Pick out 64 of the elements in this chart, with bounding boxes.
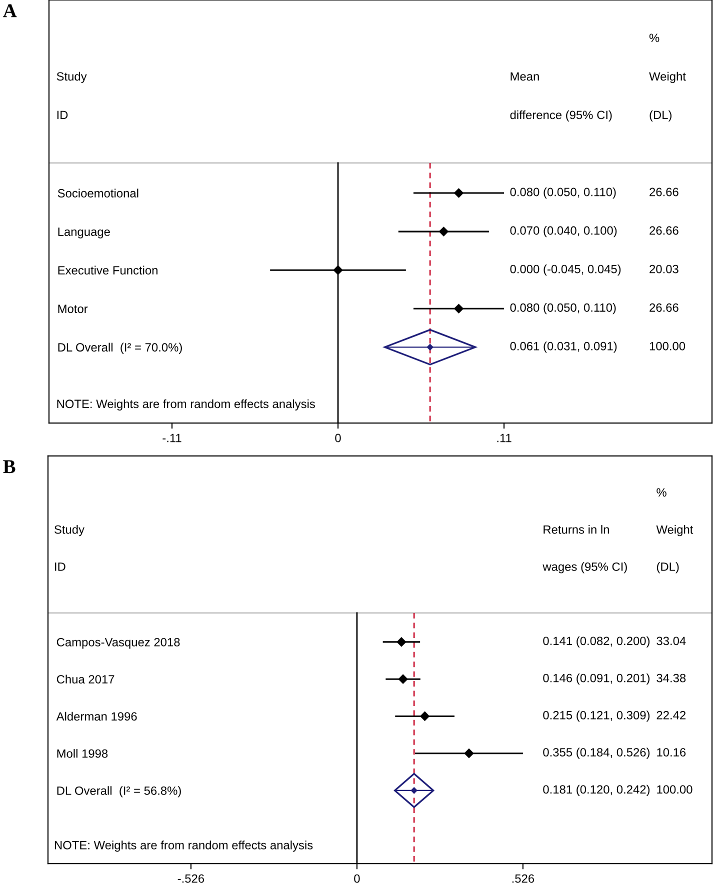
y-tick-label: Motor bbox=[58, 304, 88, 314]
y-tick-label: Campos-Vasquez 2018 bbox=[56, 638, 180, 649]
annotation: 0.080 (0.050, 0.110) bbox=[510, 303, 616, 314]
chart-title: A bbox=[3, 4, 17, 18]
annotation: 0.061 (0.031, 0.091) bbox=[510, 342, 617, 353]
point bbox=[464, 748, 474, 758]
text: (DL) bbox=[650, 110, 672, 122]
text: Study bbox=[54, 525, 84, 536]
point bbox=[454, 304, 464, 314]
point bbox=[420, 712, 430, 721]
text: Weight bbox=[656, 525, 694, 536]
text: Mean bbox=[510, 72, 539, 81]
y-tick-label: Executive Function bbox=[58, 266, 158, 275]
chart-title: B bbox=[3, 460, 16, 474]
annotation: 33.04 bbox=[656, 636, 686, 646]
point bbox=[454, 188, 464, 198]
point bbox=[426, 344, 434, 350]
y-tick-label: Language bbox=[58, 228, 110, 238]
text: Returns in ln bbox=[544, 525, 609, 534]
text: ID bbox=[57, 110, 68, 120]
y-tick-label: Moll 1998 bbox=[57, 749, 108, 758]
text: difference (95% CI) bbox=[510, 110, 612, 122]
annotation: 20.03 bbox=[650, 264, 678, 274]
annotation: 26.66 bbox=[650, 188, 678, 196]
x-tick-label: -.526 bbox=[178, 874, 204, 883]
text: NOTE: Weights are from random effects analysis bbox=[57, 399, 315, 410]
annotation: 22.42 bbox=[656, 710, 686, 720]
point bbox=[333, 265, 343, 275]
x-tick-label: .11 bbox=[497, 434, 512, 442]
y-tick-label: Chua 2017 bbox=[56, 674, 114, 684]
annotation: 34.38 bbox=[656, 674, 686, 682]
annotation: 0.080 (0.050, 0.110) bbox=[510, 187, 616, 199]
annotation: 0.181 (0.120, 0.242) bbox=[543, 784, 650, 796]
text: NOTE: Weights are from random effects analysis bbox=[54, 840, 313, 852]
annotation: 100.00 bbox=[657, 785, 692, 794]
point bbox=[394, 772, 434, 808]
point bbox=[439, 226, 448, 236]
annotation: 26.66 bbox=[650, 303, 678, 312]
text: % bbox=[649, 34, 660, 42]
annotation: 0.146 (0.091, 0.201) bbox=[543, 674, 650, 685]
x-tick-label: 0 bbox=[354, 874, 360, 883]
text: % bbox=[656, 488, 666, 497]
text: ID bbox=[55, 562, 66, 571]
y-tick-label: Alderman 1996 bbox=[56, 712, 137, 721]
text: wages (95% CI) bbox=[542, 562, 627, 574]
annotation: 0.215 (0.121, 0.309) bbox=[543, 710, 650, 722]
annotation: 100.00 bbox=[650, 342, 686, 350]
text: Study bbox=[56, 72, 87, 84]
text: (DL) bbox=[656, 562, 679, 574]
y-tick-label: Socioemotional bbox=[58, 188, 138, 198]
y-tick-label: DL Overall (I² = 56.8%) bbox=[57, 786, 181, 798]
x-tick-label: 0 bbox=[335, 434, 341, 442]
point bbox=[396, 637, 406, 647]
annotation: 0.000 (-0.045, 0.045) bbox=[510, 264, 621, 276]
annotation: 10.16 bbox=[657, 748, 686, 757]
annotation: 0.070 (0.040, 0.100) bbox=[510, 226, 617, 238]
point bbox=[398, 674, 408, 684]
annotation: 0.141 (0.082, 0.200) bbox=[543, 636, 650, 648]
text: Weight bbox=[649, 72, 686, 84]
annotation: 26.66 bbox=[650, 226, 678, 235]
x-tick-label: .526 bbox=[512, 874, 534, 883]
y-tick-label: DL Overall (I² = 70.0%) bbox=[58, 342, 182, 354]
x-tick-label: -.11 bbox=[162, 434, 182, 442]
annotation: 0.355 (0.184, 0.526) bbox=[543, 748, 650, 759]
